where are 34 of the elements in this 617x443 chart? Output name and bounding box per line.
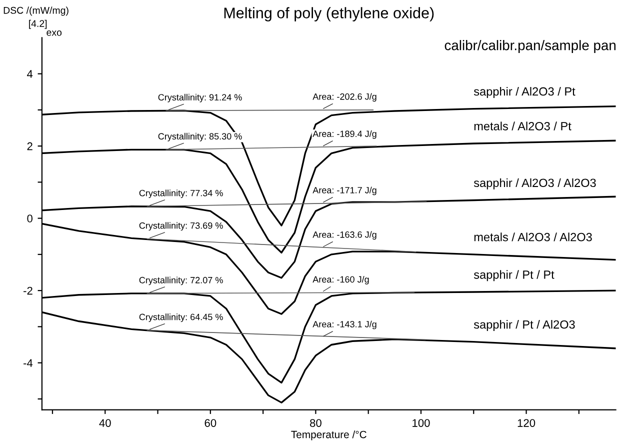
annotation: Area: -202.6 J/g (312, 93, 376, 102)
annotation: Crystallinity: 85.30 % (158, 132, 242, 142)
series-label: metals / Al2O3 / Al2O3 (474, 232, 592, 242)
series-label: metals / Al2O3 / Pt (474, 122, 572, 130)
y-axis-title: DSC /(mW/mg) (4, 6, 68, 16)
x-tick-label: 40 (99, 419, 111, 427)
annotation: Area: -160 J/g (312, 276, 369, 284)
annotation: Crystallinity: 72.07 % (139, 276, 223, 286)
annotation: Area: -143.1 J/g (312, 320, 376, 330)
text: exo (46, 30, 62, 36)
text: [4.2] (29, 20, 47, 29)
x-tick-label: 60 (204, 419, 216, 427)
annotation: Crystallinity: 73.69 % (139, 222, 223, 231)
series-label: sapphir / Al2O3 / Al2O3 (474, 178, 596, 190)
y-tick-label: 2 (27, 142, 32, 150)
y-tick-label: 4 (27, 70, 33, 78)
annotation: Crystallinity: 64.45 % (139, 314, 223, 322)
x-tick-label: 100 (412, 419, 430, 427)
y-tick-label: -2 (24, 286, 32, 295)
chart-title: Melting of poly (ethylene oxide) (224, 7, 434, 22)
annotation: Area: -171.7 J/g (312, 186, 376, 196)
annotation: Crystallinity: 77.34 % (139, 190, 223, 198)
annotation: Area: -163.6 J/g (312, 231, 376, 240)
legend-title: calibr/calibr.pan/sample pan (444, 40, 616, 53)
series-label: sapphir / Al2O3 / Pt (474, 86, 576, 98)
series-label: sapphir / Pt / Al2O3 (474, 320, 575, 332)
annotation: Area: -189.4 J/g (312, 130, 376, 139)
x-axis-title: Temperature /°C (291, 430, 366, 440)
x-tick-label: 120 (518, 419, 536, 427)
y-tick-label: -4 (24, 359, 33, 367)
y-tick-label: 0 (27, 214, 32, 222)
x-tick-label: 80 (310, 419, 322, 427)
series-label: sapphir / Pt / Pt (474, 270, 554, 282)
annotation: Crystallinity: 91.24 % (158, 94, 242, 102)
